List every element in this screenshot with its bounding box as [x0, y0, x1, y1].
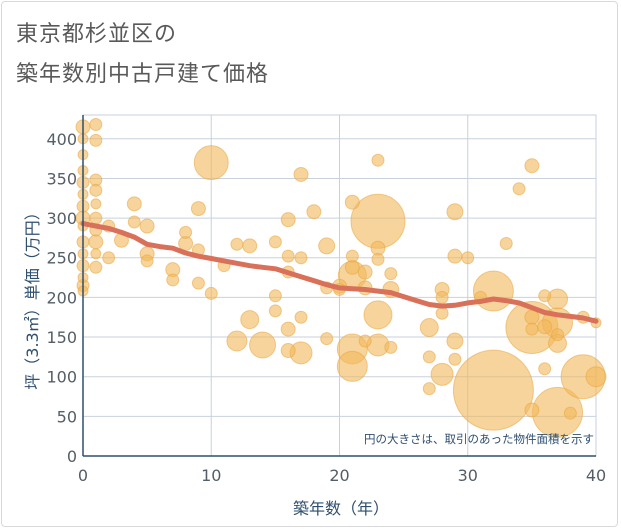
bubble-point	[336, 350, 368, 382]
trend-line	[80, 221, 599, 324]
bubble-point	[90, 248, 102, 260]
bubble-point	[102, 251, 116, 265]
bubble-point	[384, 340, 398, 354]
chart-title-line1: 東京都杉並区の	[16, 22, 178, 47]
bubble-point	[179, 225, 193, 239]
bubble-point	[280, 343, 296, 359]
bubble-point	[419, 318, 439, 338]
tick-labels: 0 50 100 150 200 250 300 350 400 0 10 20 30 40	[46, 130, 606, 485]
bubble-point	[306, 204, 322, 220]
bubble-point	[281, 249, 295, 263]
bubble-point	[127, 215, 141, 229]
bubble-point	[435, 306, 449, 320]
bubble-point	[524, 402, 540, 418]
y-tick-label: 0	[67, 447, 77, 466]
bubble-point	[357, 264, 373, 280]
y-tick-label: 100	[46, 368, 77, 387]
bubble-point	[538, 289, 552, 303]
bubble-point	[294, 251, 308, 265]
bubble-point	[89, 183, 103, 197]
bubble-point	[524, 309, 540, 325]
bubble-point	[435, 290, 449, 304]
trend-line-group	[80, 221, 599, 324]
y-tick-label: 350	[46, 169, 77, 188]
bubble-point	[446, 203, 464, 221]
chart-title-line2: 築年数別中古戸建て価格	[16, 62, 270, 87]
bubble-point	[166, 273, 180, 287]
bubble-point	[191, 276, 205, 290]
bubble-point	[422, 350, 436, 364]
bubble-point	[139, 218, 155, 234]
bubble-point	[280, 212, 296, 228]
bubble-point	[268, 289, 282, 303]
bubble-point	[538, 362, 552, 376]
bubble-point	[89, 260, 103, 274]
size-note: 円の大きさは、取引のあった物件面積を示す	[364, 432, 594, 446]
bubble-point	[268, 235, 282, 249]
bubble-point	[563, 406, 577, 420]
bubble-point	[345, 249, 359, 263]
bubble-point	[204, 286, 218, 300]
bubble-point	[344, 194, 360, 210]
bubble-point	[452, 349, 534, 431]
bubble-point	[193, 145, 229, 181]
bubble-point	[320, 332, 334, 346]
x-axis-label: 築年数（年）	[293, 499, 389, 518]
bubble-point	[512, 182, 526, 196]
bubble-point	[89, 133, 103, 147]
y-tick-label: 150	[46, 328, 77, 347]
x-tick-label: 20	[329, 466, 349, 485]
bubble-point	[537, 319, 553, 335]
bubble-point	[524, 158, 540, 174]
bubble-point	[585, 366, 607, 388]
bubble-point	[268, 304, 282, 318]
bubble-point	[88, 234, 104, 250]
x-tick-label: 40	[586, 466, 606, 485]
x-tick-label: 10	[201, 466, 221, 485]
bubble-point	[318, 237, 336, 255]
bubble-point	[499, 236, 513, 250]
bubble-point	[140, 254, 154, 268]
bubble-point	[384, 267, 398, 281]
bubble-point	[551, 328, 565, 342]
bubbles	[75, 118, 607, 438]
bubble-point	[90, 198, 102, 210]
bubble-point	[280, 321, 296, 337]
y-tick-label: 200	[46, 288, 77, 307]
y-tick-label: 300	[46, 209, 77, 228]
y-tick-label: 50	[57, 407, 77, 426]
bubble-point	[226, 330, 248, 352]
bubble-point	[294, 310, 308, 324]
y-tick-label: 250	[46, 249, 77, 268]
bubble-point	[430, 362, 454, 386]
bubble-point	[371, 252, 385, 266]
bubble-point	[89, 211, 103, 225]
bubble-point	[89, 118, 103, 132]
bubble-point	[547, 288, 569, 310]
bubble-point	[363, 300, 393, 330]
bubble-point	[242, 238, 258, 254]
bubble-point	[230, 237, 244, 251]
bubble-point	[371, 153, 385, 167]
y-axis-label: 坪（3.3㎡）単価（万円）	[23, 204, 42, 389]
bubble-point	[448, 352, 462, 366]
bubble-point	[126, 196, 142, 212]
x-tick-label: 0	[78, 466, 88, 485]
bubble-point	[293, 166, 309, 182]
x-tick-label: 30	[458, 466, 478, 485]
bubble-point	[190, 201, 206, 217]
bubble-point	[461, 251, 475, 265]
bubble-point	[447, 248, 463, 264]
bubble-point	[525, 322, 539, 336]
y-tick-label: 400	[46, 130, 77, 149]
bubble-point	[358, 334, 372, 348]
bubble-point	[422, 382, 436, 396]
bubble-point	[446, 332, 464, 350]
axes	[82, 115, 596, 457]
bubble-point	[249, 331, 277, 359]
bubble-point	[240, 310, 260, 330]
